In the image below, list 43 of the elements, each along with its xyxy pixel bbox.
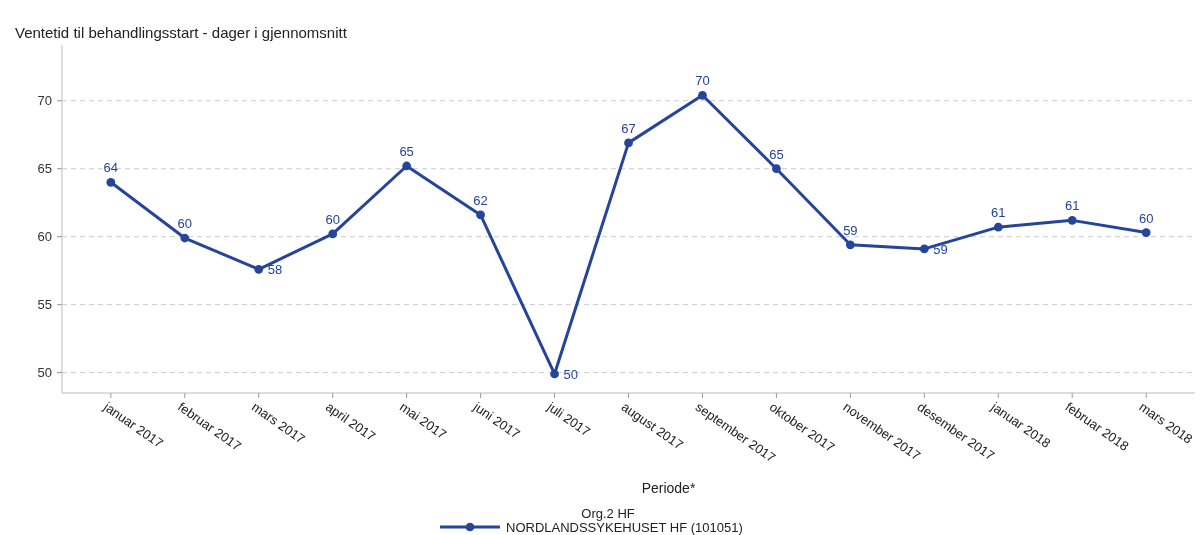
point (919, 244, 929, 254)
point (476, 210, 485, 220)
point (402, 161, 411, 171)
point (550, 369, 559, 379)
point (698, 90, 707, 100)
data-label: 64 (103, 160, 119, 176)
point (328, 229, 338, 239)
point (993, 222, 1003, 232)
point (254, 264, 264, 274)
data-label: 60 (177, 216, 192, 232)
y-tick-label: 50 (37, 365, 52, 381)
data-label: 61 (991, 205, 1006, 221)
data-label: 58 (267, 262, 283, 278)
x-tick-label: mars 2018 (1136, 399, 1196, 447)
x-tick-label: juli 2017 (544, 398, 594, 440)
y-tick-label: 70 (37, 93, 52, 109)
data-label: 60 (1138, 210, 1154, 226)
data-label: 59 (843, 222, 858, 238)
x-axis-title: Periode* (641, 480, 696, 496)
x-tick-label: mars 2017 (249, 399, 308, 447)
point (106, 177, 116, 187)
point (1141, 228, 1151, 237)
point (772, 164, 781, 174)
x-tick-label: mai 2017 (396, 399, 450, 443)
y-tick-label: 55 (37, 297, 52, 313)
legend-title: Org.2 HF (581, 506, 635, 521)
y-tick-label: 60 (37, 229, 52, 245)
point (180, 233, 190, 243)
x-tick-label: juni 2017 (470, 398, 523, 442)
x-tick-label: april 2017 (322, 399, 379, 445)
data-label: 65 (769, 146, 784, 162)
data-label: 50 (563, 366, 579, 382)
data-label: 60 (325, 211, 340, 227)
y-tick-label: 65 (37, 161, 52, 177)
chart-title: Ventetid til behandlingsstart - dager i gjennomsnitt (15, 24, 348, 41)
data-label: 62 (473, 192, 488, 208)
data-label: 67 (621, 120, 636, 136)
data-label: 65 (399, 143, 414, 159)
data-label: 70 (695, 73, 710, 89)
point (1067, 216, 1077, 225)
point (624, 138, 633, 148)
data-label: 61 (1065, 198, 1080, 214)
point (846, 240, 855, 250)
